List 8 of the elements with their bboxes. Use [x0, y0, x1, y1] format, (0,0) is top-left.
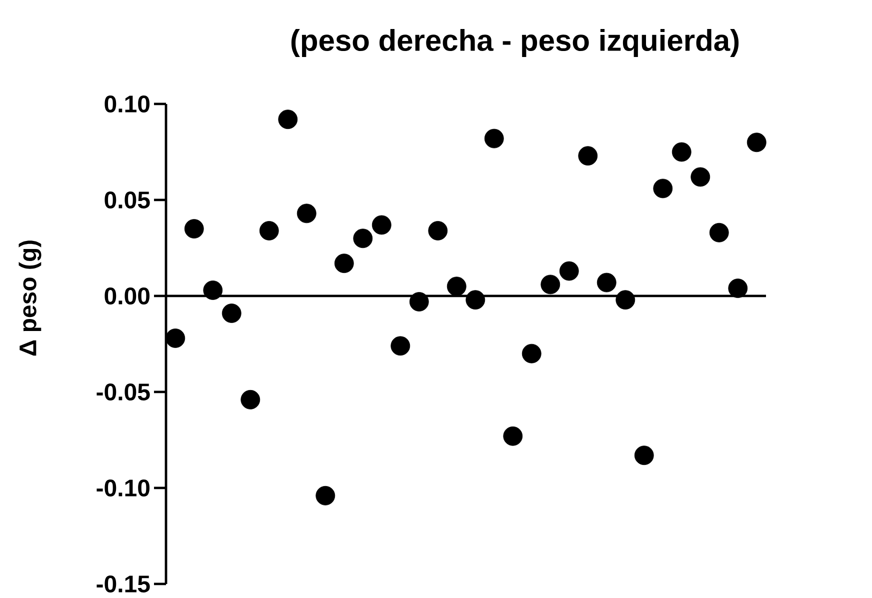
- chart-title: (peso derecha - peso izquierda): [291, 29, 739, 57]
- y-axis-title: Δ peso (g): [18, 240, 42, 356]
- y-tick-label: 0.00: [104, 287, 150, 304]
- y-tick-label: -0.15: [96, 575, 150, 592]
- y-tick-label: -0.10: [96, 479, 150, 496]
- y-tick-label: 0.10: [104, 95, 150, 112]
- y-tick-label: 0.05: [104, 191, 150, 208]
- y-tick-label: -0.05: [96, 383, 150, 400]
